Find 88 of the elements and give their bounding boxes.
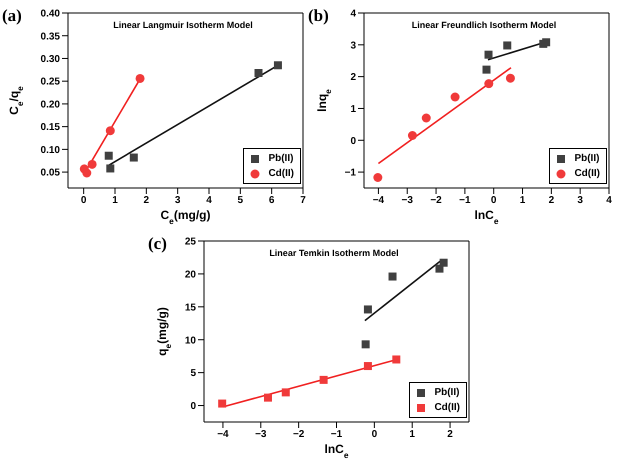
point [440, 258, 448, 267]
y-tick-label: 0.10 [40, 144, 60, 156]
point [482, 66, 490, 74]
legend-label: Cd(II) [268, 167, 294, 181]
point [218, 400, 226, 408]
x-tick-label: 0 [372, 429, 378, 440]
x-tick-label: 0 [80, 195, 87, 206]
y-tick-label: 5 [190, 368, 196, 380]
y-tick-label: 0.05 [40, 168, 60, 179]
y-tick-label: 0.15 [40, 122, 60, 134]
legend-label: Cd(II) [434, 401, 460, 415]
point [422, 114, 431, 122]
x-tick-label: −3 [402, 195, 414, 206]
x-tick-label: 4 [206, 195, 212, 206]
x-axis-title: C$_{e}$(mg/g) [160, 208, 211, 226]
x-tick-label: −2 [292, 429, 305, 440]
x-tick-label: 0 [490, 195, 497, 206]
y-tick-label: 20 [184, 269, 196, 280]
x-tick-label: −1 [459, 195, 472, 206]
y-tick-label: 4 [350, 8, 356, 20]
y-tick-label: 10 [184, 335, 196, 346]
y-tick-label: 0.30 [40, 54, 60, 66]
point [130, 154, 138, 162]
point [106, 164, 114, 172]
text: Linear Freundlich Isotherm Model [410, 20, 558, 30]
y-tick-label: 1 [350, 104, 356, 116]
point [503, 41, 512, 50]
y-tick-label: 0.35 [40, 31, 60, 42]
x-axis-title: lnC$_{e}$ [474, 208, 499, 226]
point [282, 388, 290, 396]
x-tick-label: −4 [372, 195, 385, 206]
point [274, 61, 282, 70]
x-tick-label: 5 [238, 195, 244, 206]
y-tick-label: 0.25 [40, 76, 60, 88]
point [373, 173, 382, 182]
point [388, 272, 397, 281]
text: (c) [148, 234, 167, 254]
point [484, 79, 494, 88]
x-tick-label: 1 [520, 195, 526, 206]
x-tick-label: 2 [447, 429, 454, 440]
point [106, 126, 115, 136]
point [136, 74, 145, 83]
x-tick-label: −3 [255, 429, 267, 440]
point [364, 305, 372, 314]
y-tick-label: 3 [350, 40, 356, 52]
point [362, 340, 370, 348]
x-axis-title: lnC$_{e}$ [324, 442, 349, 460]
x-tick-label: 1 [409, 429, 416, 440]
x-tick-label: 4 [606, 195, 612, 206]
x-tick-label: 7 [300, 195, 306, 206]
y-tick-label: −1 [344, 168, 356, 179]
point [408, 131, 417, 140]
x-tick-label: 6 [268, 195, 275, 206]
point [82, 168, 92, 178]
text: (a) [2, 6, 22, 26]
y-tick-label: 25 [184, 236, 196, 248]
text: Linear Langmuir Isotherm Model [112, 20, 254, 30]
x-tick-label: 3 [174, 195, 181, 206]
y-tick-label: 2 [350, 72, 356, 84]
legend-label: Pb(II) [434, 386, 460, 400]
point [506, 74, 515, 83]
legend-label: Cd(II) [574, 167, 600, 181]
point [542, 38, 550, 46]
y-tick-label: 0 [190, 401, 196, 412]
legend-label: Pb(II) [268, 152, 294, 166]
y-tick-label: 0.40 [40, 8, 60, 20]
point [254, 69, 263, 77]
x-tick-label: 2 [144, 195, 150, 206]
point [392, 355, 400, 364]
point [450, 92, 460, 102]
x-tick-label: 1 [112, 195, 118, 206]
point [320, 376, 328, 384]
point [264, 394, 272, 402]
point [88, 160, 97, 169]
point [364, 362, 372, 370]
x-tick-label: −4 [217, 429, 230, 440]
x-tick-label: 3 [577, 195, 584, 206]
text: (b) [308, 6, 329, 26]
y-tick-label: 0 [350, 136, 356, 147]
point [484, 50, 493, 59]
text: Linear Temkin Isotherm Model [268, 248, 400, 258]
x-tick-label: −2 [430, 195, 442, 206]
y-tick-label: 15 [184, 302, 196, 314]
x-tick-label: −1 [330, 429, 343, 440]
legend-label: Pb(II) [574, 152, 600, 166]
point [104, 152, 113, 160]
y-tick-label: 0.20 [40, 99, 60, 110]
x-tick-label: 2 [548, 195, 555, 206]
